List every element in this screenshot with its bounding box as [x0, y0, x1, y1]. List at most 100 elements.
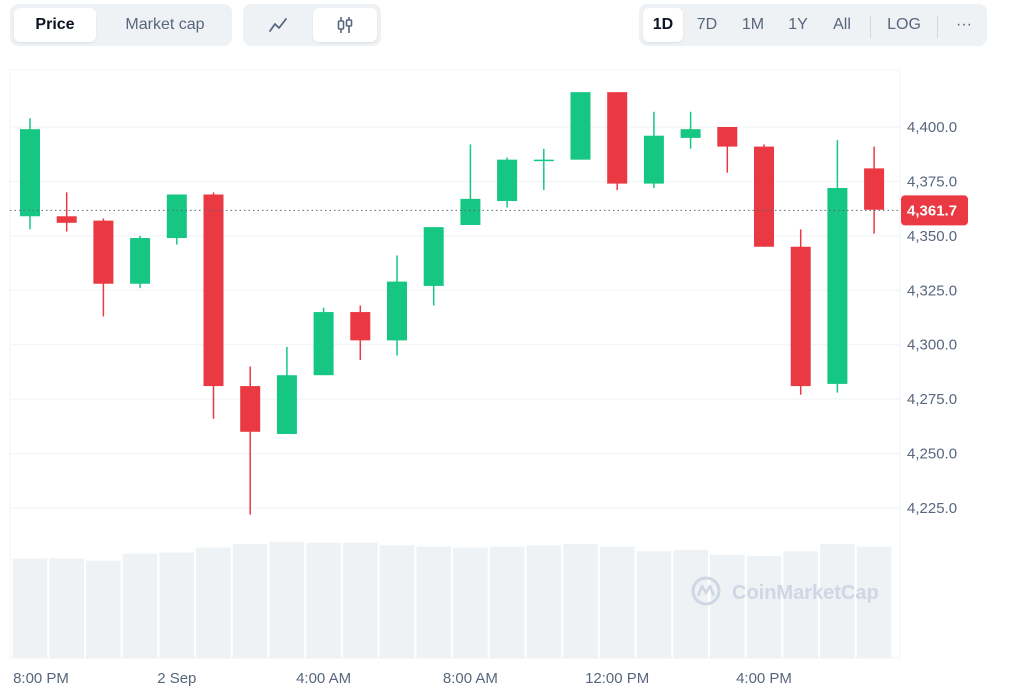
- y-tick-label: 4,350.0: [907, 228, 957, 245]
- line-chart-icon: [269, 18, 287, 32]
- volume-bar: [342, 542, 378, 658]
- volume-bar: [196, 547, 231, 658]
- volume-bar: [49, 558, 85, 658]
- x-axis: 8:00 PM 2 Sep 4:00 AM 8:00 AM 12:00 PM 4:00 P…: [13, 670, 792, 687]
- candles: [20, 92, 885, 515]
- candle-up[interactable]: [570, 92, 591, 160]
- candle-down[interactable]: [864, 146, 885, 234]
- tab-price[interactable]: Price: [14, 8, 96, 42]
- range-1y[interactable]: 1Y: [788, 16, 808, 33]
- candle-body: [717, 127, 738, 147]
- candle-body: [497, 159, 518, 202]
- candle-up[interactable]: [313, 307, 334, 376]
- candle-body: [130, 238, 151, 284]
- candle-body: [276, 375, 297, 434]
- price-tag-label: 4,361.7: [907, 202, 957, 219]
- volume-bar: [746, 556, 782, 658]
- watermark-text: CoinMarketCap: [732, 582, 879, 604]
- volume-bar: [416, 546, 452, 658]
- volume-bar: [453, 547, 488, 658]
- candle-up[interactable]: [130, 235, 151, 289]
- candle-up[interactable]: [460, 144, 481, 225]
- price-tag-bg: [901, 195, 968, 226]
- y-axis: 4,225.0 4,250.0 4,275.0 4,300.0 4,325.0 4,350…: [907, 119, 957, 517]
- candle-body: [166, 194, 187, 239]
- range-1d[interactable]: 1D: [643, 8, 683, 42]
- candle-body: [203, 194, 224, 387]
- volume-bar: [526, 545, 562, 658]
- candle-down[interactable]: [93, 218, 114, 317]
- volume-bar: [820, 544, 855, 658]
- candle-down[interactable]: [754, 144, 774, 247]
- range-all[interactable]: All: [833, 16, 851, 33]
- volume-bar: [159, 552, 195, 658]
- candle-body: [240, 386, 261, 432]
- volume-bar: [122, 553, 158, 658]
- candle-body: [313, 312, 334, 376]
- candle-up[interactable]: [533, 148, 554, 191]
- candle-body: [680, 129, 701, 138]
- candle-down[interactable]: [717, 127, 738, 173]
- metric-toggle: Price Market cap: [10, 4, 232, 46]
- candle-down[interactable]: [240, 366, 261, 515]
- volume-bar: [489, 546, 525, 658]
- candle-up[interactable]: [387, 255, 407, 356]
- y-tick-label: 4,275.0: [907, 391, 957, 408]
- candle-up[interactable]: [827, 140, 848, 393]
- toolbar-divider: [870, 16, 871, 38]
- candle-down[interactable]: [790, 229, 811, 395]
- volume-bar: [636, 551, 672, 658]
- candle-down[interactable]: [203, 192, 224, 419]
- range-toggle: 1D 7D 1M 1Y All LOG ···: [639, 4, 987, 46]
- candlestick-icon: [337, 17, 353, 33]
- candlestick-button[interactable]: [313, 8, 377, 42]
- volume-bars: [12, 541, 892, 658]
- y-tick-label: 4,400.0: [907, 119, 957, 136]
- candle-up[interactable]: [643, 111, 664, 188]
- tab-market-cap[interactable]: Market cap: [125, 16, 205, 33]
- range-1m[interactable]: 1M: [741, 16, 765, 33]
- candle-up[interactable]: [497, 157, 518, 208]
- line-chart-button[interactable]: [247, 8, 309, 42]
- candle-body: [864, 168, 885, 210]
- candle-down[interactable]: [56, 192, 77, 232]
- candle-up[interactable]: [680, 111, 701, 149]
- volume-bar: [269, 541, 305, 658]
- volume-bar: [563, 544, 598, 658]
- volume-bar: [306, 542, 341, 658]
- candle-up[interactable]: [276, 346, 297, 434]
- candle-body: [423, 227, 444, 286]
- candle-body: [387, 281, 407, 341]
- volume-bar: [856, 546, 892, 658]
- chart-type-toggle: [243, 4, 381, 46]
- x-tick-label: 8:00 AM: [443, 670, 498, 687]
- x-tick-label: 12:00 PM: [585, 670, 649, 687]
- candle-body: [56, 216, 77, 223]
- grid-lines: [10, 126, 900, 509]
- candle-body: [460, 198, 481, 225]
- volume-bar: [709, 554, 745, 658]
- coinmarketcap-logo-mark: [696, 584, 716, 597]
- volume-bar: [86, 560, 121, 658]
- candle-body: [827, 187, 848, 384]
- candle-up[interactable]: [423, 227, 444, 306]
- more-options-button[interactable]: ···: [956, 16, 972, 33]
- coinmarketcap-watermark: CoinMarketCap: [691, 576, 879, 606]
- candle-body: [570, 92, 591, 160]
- y-tick-label: 4,325.0: [907, 282, 957, 299]
- y-tick-label: 4,300.0: [907, 337, 957, 354]
- toolbar-divider: [937, 16, 938, 38]
- range-7d[interactable]: 7D: [696, 16, 718, 33]
- candle-down[interactable]: [350, 305, 371, 360]
- log-scale-button[interactable]: LOG: [887, 16, 921, 33]
- candle-body: [607, 92, 628, 184]
- candle-up[interactable]: [166, 194, 187, 245]
- candle-down[interactable]: [607, 92, 628, 191]
- y-tick-label: 4,375.0: [907, 173, 957, 190]
- volume-bar: [783, 551, 819, 658]
- candle-body: [643, 135, 664, 184]
- x-tick-label: 4:00 AM: [296, 670, 351, 687]
- x-tick-label: 2 Sep: [157, 670, 196, 687]
- candle-up[interactable]: [20, 118, 40, 230]
